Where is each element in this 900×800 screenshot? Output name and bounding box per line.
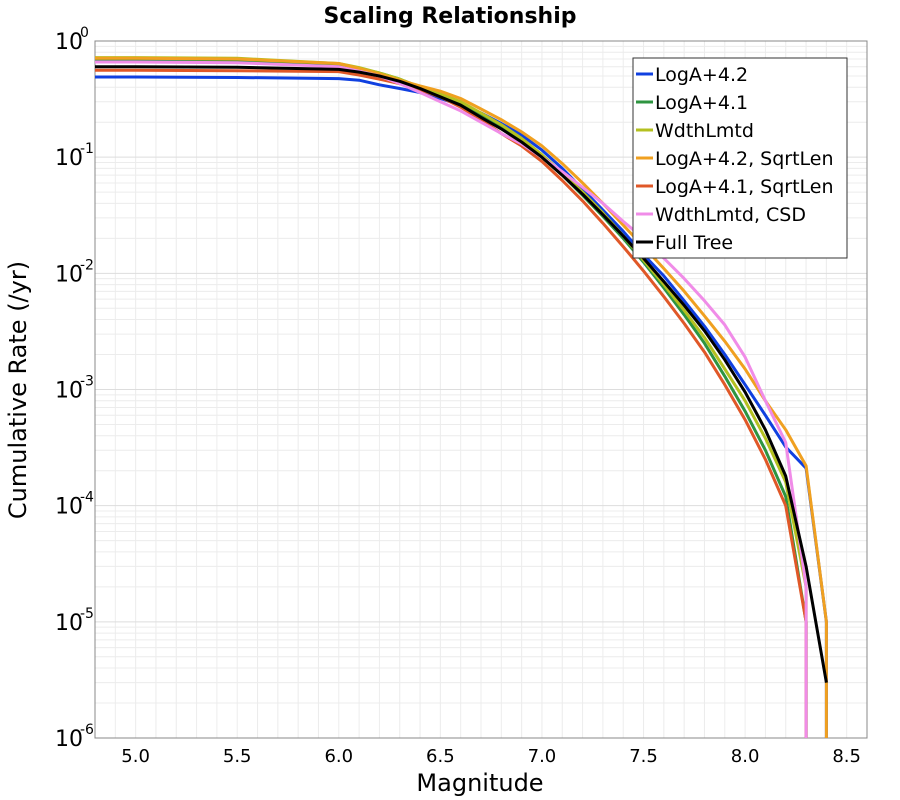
chart-title: Scaling Relationship <box>323 4 576 29</box>
y-tick-base: 10 <box>55 146 83 171</box>
x-tick-label: 8.5 <box>832 746 861 767</box>
x-tick-label: 7.0 <box>528 746 557 767</box>
legend-label: LogA+4.2, SqrtLen <box>655 148 834 170</box>
x-tick-label: 5.5 <box>223 746 252 767</box>
y-tick-label: 10-1 <box>55 141 94 171</box>
series-line <box>95 65 828 683</box>
series-layer <box>95 56 828 738</box>
legend-label: WdthLmtd, CSD <box>655 204 806 226</box>
x-tick-label: 6.5 <box>426 746 455 767</box>
y-tick-exponent: -5 <box>80 606 94 622</box>
legend-label: LogA+4.1, SqrtLen <box>655 176 834 198</box>
y-tick-base: 10 <box>55 262 83 287</box>
y-tick-base: 10 <box>55 30 83 55</box>
plot-frame <box>94 40 868 739</box>
y-tick-exponent: -1 <box>80 141 94 157</box>
y-tick-exponent: -3 <box>80 374 94 390</box>
y-tick-base: 10 <box>55 379 83 404</box>
y-tick-label: 100 <box>55 25 89 55</box>
y-tick-label: 10-5 <box>55 606 94 636</box>
series-line <box>95 75 828 738</box>
x-axis-title: Magnitude <box>416 769 543 797</box>
legend-label: LogA+4.1 <box>655 92 748 114</box>
x-tick-label: 5.0 <box>121 746 150 767</box>
y-tick-label: 10-4 <box>55 490 94 520</box>
x-tick-label: 6.0 <box>324 746 353 767</box>
series-line <box>95 56 828 738</box>
x-tick-label: 7.5 <box>629 746 658 767</box>
y-tick-exponent: -2 <box>80 257 94 273</box>
legend-box <box>632 57 848 259</box>
legend-label: WdthLmtd <box>655 120 754 142</box>
y-axis-title: Cumulative Rate (/yr) <box>4 261 32 519</box>
x-tick-labels: 5.0 5.5 6.0 6.5 7.0 7.5 8.0 8.5 <box>121 746 861 767</box>
series-line <box>95 68 808 738</box>
y-tick-label: 10-2 <box>55 257 94 287</box>
y-tick-base: 10 <box>55 727 83 752</box>
y-tick-exponent: -4 <box>80 490 94 506</box>
y-tick-label: 10-3 <box>55 374 94 404</box>
legend-label: LogA+4.2 <box>655 64 748 86</box>
y-tick-exponent: -6 <box>80 722 94 738</box>
legend-label: Full Tree <box>655 232 733 254</box>
y-tick-base: 10 <box>55 611 83 636</box>
y-tick-base: 10 <box>55 495 83 520</box>
y-tick-exponent: 0 <box>80 25 89 41</box>
x-tick-label: 8.0 <box>731 746 760 767</box>
y-tick-label: 10-6 <box>55 722 94 752</box>
legend: LogA+4.2 LogA+4.1 WdthLmtd LogA+4.2, SqrtLe… <box>632 57 848 259</box>
